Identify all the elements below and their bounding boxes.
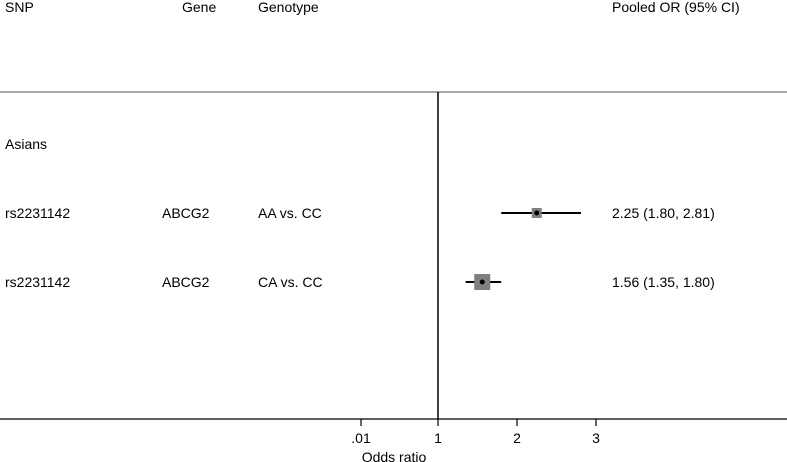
header-row: SNP Gene Genotype Pooled OR (95% CI)	[5, 0, 740, 15]
row-genotype: CA vs. CC	[258, 274, 323, 290]
row-gene: ABCG2	[162, 274, 210, 290]
row-snp: rs2231142	[5, 205, 70, 221]
group-label: Asians	[5, 136, 47, 152]
estimate-marks	[465, 208, 581, 290]
row-genotype: AA vs. CC	[258, 205, 322, 221]
header-pooled-or: Pooled OR (95% CI)	[612, 0, 740, 15]
header-genotype: Genotype	[258, 0, 319, 15]
table-row: rs2231142 ABCG2 AA vs. CC 2.25 (1.80, 2.…	[5, 205, 715, 221]
point-estimate	[534, 210, 540, 216]
x-axis-label: Odds ratio	[362, 449, 427, 462]
point-estimate	[479, 279, 485, 285]
row-snp: rs2231142	[5, 274, 70, 290]
row-or-ci: 2.25 (1.80, 2.81)	[612, 205, 715, 221]
x-axis-ticks: .01 1 2 3	[351, 419, 600, 446]
header-snp: SNP	[5, 0, 34, 15]
header-gene: Gene	[182, 0, 216, 15]
x-tick-label: 3	[592, 430, 600, 446]
x-tick-label: .01	[351, 430, 371, 446]
row-gene: ABCG2	[162, 205, 210, 221]
x-tick-label: 2	[513, 430, 521, 446]
x-tick-label: 1	[434, 430, 442, 446]
table-row: rs2231142 ABCG2 CA vs. CC 1.56 (1.35, 1.…	[5, 274, 715, 290]
row-or-ci: 1.56 (1.35, 1.80)	[612, 274, 715, 290]
